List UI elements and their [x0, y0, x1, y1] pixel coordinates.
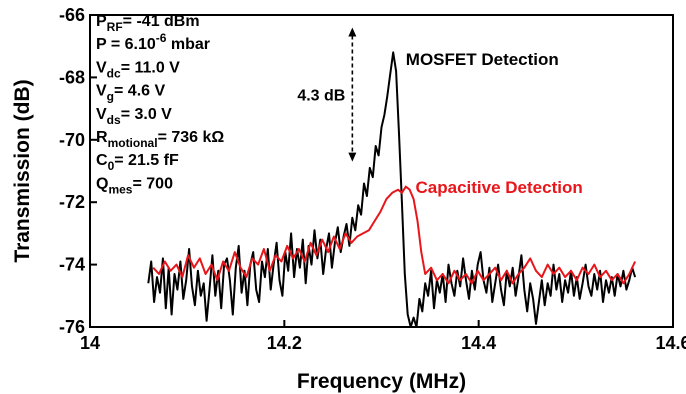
plot-frame	[89, 14, 674, 328]
y-tick-label: -68	[59, 67, 85, 87]
parameter-line: Qmes= 700	[96, 175, 173, 196]
parameter-line: Vg= 4.6 V	[96, 83, 165, 104]
y-axis-title: Transmission (dB)	[11, 79, 34, 262]
x-axis-title: Frequency (MHz)	[297, 370, 466, 393]
y-tick-label: -74	[59, 255, 85, 275]
series-label-mosfet: MOSFET Detection	[406, 50, 559, 69]
delta-arrow-head-down	[348, 152, 357, 162]
series-label-capacitive: Capacitive Detection	[416, 178, 583, 197]
series-line-capacitive	[152, 185, 637, 285]
x-tick-label: 14	[80, 333, 100, 353]
x-tick-label: 14.4	[461, 333, 496, 353]
parameter-line: Vdc= 11.0 V	[96, 59, 180, 80]
parameter-line: Vds= 3.0 V	[96, 106, 172, 127]
x-tick-label: 14.6	[655, 333, 686, 353]
x-tick-label: 14.2	[267, 333, 302, 353]
y-tick-label: -70	[59, 130, 85, 150]
parameter-line: PRF= -41 dBm	[96, 13, 200, 34]
parameter-line: Rmotional= 736 kΩ	[96, 129, 224, 150]
series-layer	[147, 51, 637, 328]
parameter-line: C0= 21.5 fF	[96, 152, 179, 173]
ticks-layer: 14 14.2 14.4 14.6 -66 -68 -70 -72 -74 -76	[59, 5, 686, 353]
delta-label: 4.3 dB	[297, 88, 345, 105]
y-tick-label: -66	[59, 5, 85, 25]
series-line-mosfet	[147, 51, 637, 328]
y-tick-label: -72	[59, 192, 85, 212]
y-tick-label: -76	[59, 317, 85, 337]
delta-annotation: 4.3 dB	[297, 27, 357, 162]
parameter-line: P = 6.10-6 mbar	[96, 31, 210, 53]
delta-arrow-head-up	[348, 27, 357, 37]
